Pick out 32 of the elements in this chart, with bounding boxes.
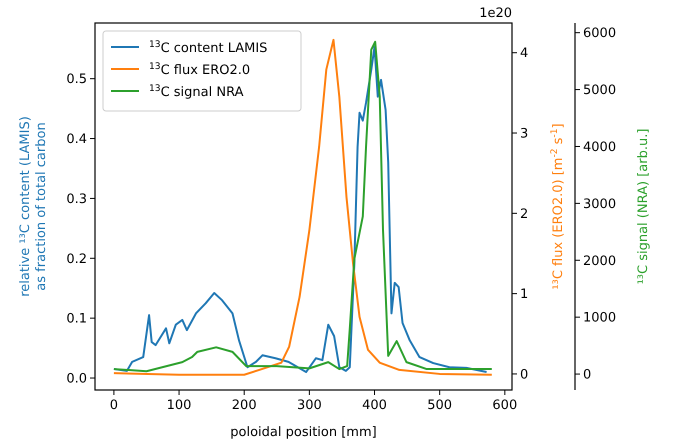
x-tick-label: 100 <box>166 398 192 413</box>
y2-tick-label: 3 <box>520 126 528 142</box>
y3-tick-label: 0 <box>583 368 592 383</box>
x-tick-label: 400 <box>362 398 387 413</box>
y3-tick-label: 6000 <box>583 26 616 42</box>
y3-tick-label: 1000 <box>583 310 616 326</box>
x-tick-label: 300 <box>296 398 322 413</box>
y-tick-label: 0.4 <box>66 132 87 148</box>
text: 1e20 <box>479 6 512 21</box>
y-axis-title: relative ¹³C content (LAMIS) as fraction of total carbon <box>18 116 49 297</box>
y2-tick-label: 0 <box>520 367 528 382</box>
x-tick-label: 0 <box>110 398 118 413</box>
x-tick-label: 600 <box>492 398 518 413</box>
y2-tick-label: 4 <box>520 46 528 62</box>
y2-tick-label: 1 <box>520 287 528 302</box>
y-tick-label: 0.1 <box>66 312 87 327</box>
y-tick-label: 0.3 <box>66 192 87 207</box>
legend-label: $^{13}$C signal NRA <box>149 84 244 100</box>
x-tick-label: 500 <box>427 398 452 413</box>
y3-tick-label: 3000 <box>583 196 616 212</box>
x-tick-label: 200 <box>232 398 257 413</box>
y-tick-label: 0.5 <box>66 72 87 88</box>
x-axis-title: poloidal position [mm] <box>230 425 377 440</box>
y2-tick-label: 2 <box>520 206 528 222</box>
legend-label: $^{13}$C content LAMIS <box>149 40 268 56</box>
y3-tick-label: 2000 <box>583 254 616 269</box>
y-tick-label: 0.2 <box>66 252 87 267</box>
y3-tick-label: 5000 <box>583 83 616 98</box>
legend-label: $^{13}$C flux ERO2.0 <box>149 62 250 78</box>
y3-tick-label: 4000 <box>583 140 616 155</box>
y3-axis-title: ¹³C signal (NRA) [arb.u.] <box>636 128 651 284</box>
y-tick-label: 0.0 <box>66 372 87 387</box>
